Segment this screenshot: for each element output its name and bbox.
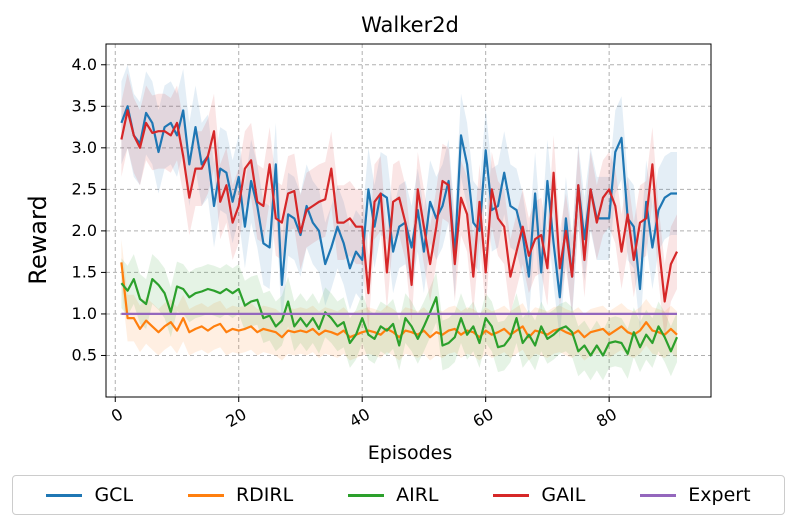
y-tick-label: 1.5 [72, 262, 97, 281]
chart: 0 20 40 60 80 0.5 1.0 1.5 2.0 2.5 3.0 3.5 4.0 Walke… [24, 13, 712, 464]
y-tick-label: 4.0 [72, 55, 97, 74]
legend-swatch [187, 493, 224, 497]
y-axis-label: Reward [24, 195, 52, 284]
legend-item-airl: AIRL [348, 484, 439, 506]
y-tick-label: 3.5 [72, 96, 97, 115]
legend-item-gcl: GCL [46, 484, 133, 506]
chart-title: Walker2d [361, 13, 459, 37]
series-line-airl [120, 278, 679, 357]
legend-label: GAIL [541, 484, 586, 506]
y-tick-label: 2.0 [72, 221, 97, 240]
x-tick-label: 80 [593, 404, 620, 431]
series-lines [120, 105, 679, 357]
x-tick-label: 20 [223, 404, 250, 431]
series-line-gail [120, 109, 678, 303]
legend-swatch [348, 493, 385, 497]
confidence-bands [121, 64, 677, 381]
x-tick-label: 0 [108, 404, 126, 426]
legend-swatch [46, 493, 83, 497]
band-airl [121, 254, 677, 381]
y-tick-label: 1.0 [72, 304, 97, 323]
plot-frame [105, 43, 712, 398]
x-ticks: 0 20 40 60 80 [108, 397, 620, 431]
y-tick-label: 0.5 [72, 345, 97, 364]
band-gail [121, 73, 677, 339]
x-axis-label: Episodes [368, 442, 453, 464]
legend-item-expert: Expert [640, 484, 751, 506]
legend-label: Expert [688, 484, 751, 506]
x-tick-label: 60 [470, 404, 497, 431]
legend-item-gail: GAIL [493, 484, 585, 506]
legend-label: GCL [94, 484, 134, 506]
series-line-gcl [120, 105, 677, 299]
y-ticks: 0.5 1.0 1.5 2.0 2.5 3.0 3.5 4.0 [72, 55, 106, 364]
legend-label: AIRL [396, 484, 439, 506]
legend: GCL RDIRL AIRL GAIL Expert [12, 475, 785, 515]
legend-label: RDIRL [235, 484, 294, 506]
x-tick-label: 40 [346, 404, 373, 431]
legend-item-rdirl: RDIRL [187, 484, 294, 506]
y-tick-label: 2.5 [72, 179, 97, 198]
y-tick-label: 3.0 [72, 138, 97, 157]
legend-swatch [640, 493, 677, 497]
series-line-rdirl [120, 262, 678, 339]
legend-swatch [493, 493, 530, 497]
